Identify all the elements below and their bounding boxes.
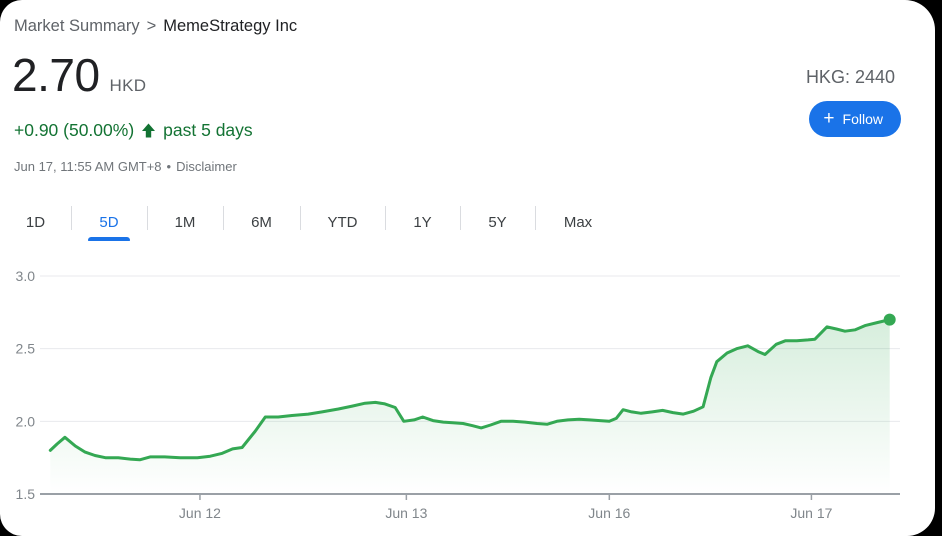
tab-max[interactable]: Max <box>535 203 621 241</box>
quote-timestamp: Jun 17, 11:55 AM GMT+8 <box>14 159 162 174</box>
price-chart: 3.0 2.5 2.0 1.5 Jun 12 Jun 13 Jun 16 Jun 17 <box>16 268 900 521</box>
y-axis-label: 2.0 <box>16 413 36 429</box>
exchange-ticker: HKG: 2440 <box>805 67 895 87</box>
series-layer <box>48 313 896 494</box>
disclaimer-link[interactable]: Disclaimer <box>176 159 237 174</box>
current-price: 2.70 <box>12 49 100 101</box>
tab-label: 1M <box>174 213 196 231</box>
tab-5d[interactable]: 5D <box>71 203 147 241</box>
tab-1m[interactable]: 1M <box>147 203 223 241</box>
tab-label: 5D <box>99 213 119 231</box>
price-change-row: +0.90 (50.00%) past 5 days <box>14 120 253 141</box>
price-area-fill <box>50 319 890 494</box>
y-axis-label: 3.0 <box>16 268 36 284</box>
active-tab-indicator <box>88 237 130 241</box>
breadcrumb-company: MemeStrategy Inc <box>163 17 298 35</box>
time-range-tabs: 1D 5D 1M 6M YTD 1Y 5Y Max <box>0 203 621 241</box>
plus-icon: + <box>823 107 835 129</box>
y-axis-label: 2.5 <box>16 341 36 357</box>
breadcrumb: Market Summary > MemeStrategy Inc <box>14 17 297 36</box>
axis-layer: 3.0 2.5 2.0 1.5 Jun 12 Jun 13 Jun 16 Jun 17 <box>16 268 833 521</box>
price-change-period: past 5 days <box>163 120 253 140</box>
x-axis-label: Jun 17 <box>790 505 832 521</box>
up-arrow-icon <box>142 123 156 138</box>
timestamp-row: Jun 17, 11:55 AM GMT+8 • Disclaimer <box>14 159 237 174</box>
tab-label: 6M <box>251 213 272 231</box>
tab-label: 1D <box>25 213 46 231</box>
tab-1y[interactable]: 1Y <box>385 203 460 241</box>
breadcrumb-market-summary[interactable]: Market Summary <box>14 17 140 35</box>
dot-separator: • <box>166 159 172 174</box>
follow-button[interactable]: + Follow <box>809 101 901 137</box>
breadcrumb-separator: > <box>146 17 157 35</box>
x-axis-label: Jun 16 <box>588 505 630 521</box>
tab-5y[interactable]: 5Y <box>460 203 535 241</box>
tab-label: 5Y <box>488 213 507 231</box>
tab-6m[interactable]: 6M <box>223 203 300 241</box>
x-axis-label: Jun 13 <box>385 505 427 521</box>
currency-label: HKD <box>109 76 147 95</box>
price-row: 2.70 HKD <box>12 50 146 101</box>
x-axis-label: Jun 12 <box>179 505 221 521</box>
tab-label: 1Y <box>413 213 432 231</box>
tab-label: YTD <box>327 213 358 231</box>
follow-button-label: Follow <box>842 111 883 127</box>
tab-ytd[interactable]: YTD <box>300 203 385 241</box>
price-change-value: +0.90 (50.00%) <box>14 120 135 140</box>
y-axis-label: 1.5 <box>16 486 36 502</box>
tab-label: Max <box>563 213 593 231</box>
tab-1d[interactable]: 1D <box>0 203 71 241</box>
last-price-dot <box>883 313 896 326</box>
price-line <box>48 318 892 462</box>
